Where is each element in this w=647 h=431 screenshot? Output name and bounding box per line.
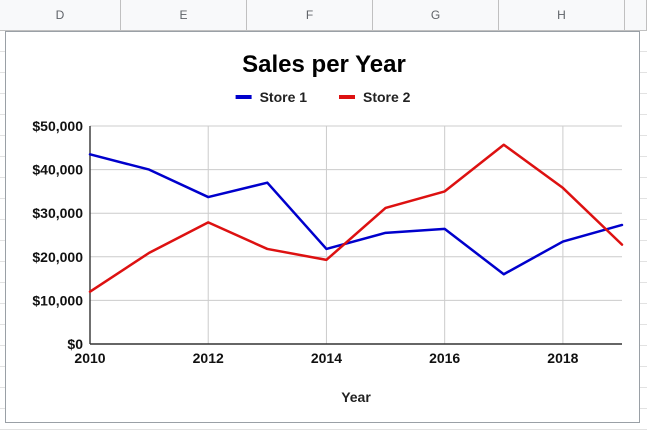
series-line-2[interactable] <box>88 143 624 293</box>
column-header-d[interactable]: D <box>0 0 121 30</box>
series-line-1[interactable] <box>88 153 624 276</box>
line-chart: Sales per Year Store 1 Store 2 $0$10,000$… <box>32 51 624 405</box>
column-header-h[interactable]: H <box>499 0 625 30</box>
legend-item-2[interactable]: Store 2 <box>339 89 411 105</box>
column-header-g[interactable]: G <box>373 0 499 30</box>
x-tick-label: 2016 <box>429 350 460 366</box>
chart-legend: Store 1 Store 2 <box>235 89 411 105</box>
x-tick-label: 2010 <box>74 350 105 366</box>
gridlines <box>89 125 622 345</box>
column-header-e[interactable]: E <box>121 0 247 30</box>
legend-label: Store 2 <box>363 89 411 105</box>
column-header-bar: D E F G H <box>0 0 647 31</box>
chart-title: Sales per Year <box>242 51 406 78</box>
y-tick-label: $0 <box>67 336 83 352</box>
x-axis-title: Year <box>341 389 371 405</box>
legend-swatch <box>235 95 252 99</box>
x-tick-label: 2014 <box>311 350 342 366</box>
legend-item-1[interactable]: Store 1 <box>235 89 308 105</box>
y-axis-ticks: $0 $10,000 $20,000 $30,000 $40,000 $50,000 <box>32 118 83 352</box>
series-lines <box>88 143 624 293</box>
legend-label: Store 1 <box>260 89 308 105</box>
y-tick-label: $50,000 <box>32 118 83 134</box>
legend-swatch <box>339 95 355 99</box>
column-header-next[interactable] <box>625 0 647 30</box>
x-axis-ticks: 2010 2012 2014 2016 2018 <box>74 350 578 366</box>
y-tick-label: $10,000 <box>32 292 83 308</box>
x-tick-label: 2018 <box>547 350 578 366</box>
y-tick-label: $40,000 <box>32 162 83 178</box>
y-tick-label: $20,000 <box>32 249 83 265</box>
embedded-chart[interactable]: Sales per Year Store 1 Store 2 $0 $10,000 $… <box>5 31 640 423</box>
x-tick-label: 2012 <box>193 350 224 366</box>
column-header-f[interactable]: F <box>247 0 373 30</box>
y-tick-label: $30,000 <box>32 205 83 221</box>
